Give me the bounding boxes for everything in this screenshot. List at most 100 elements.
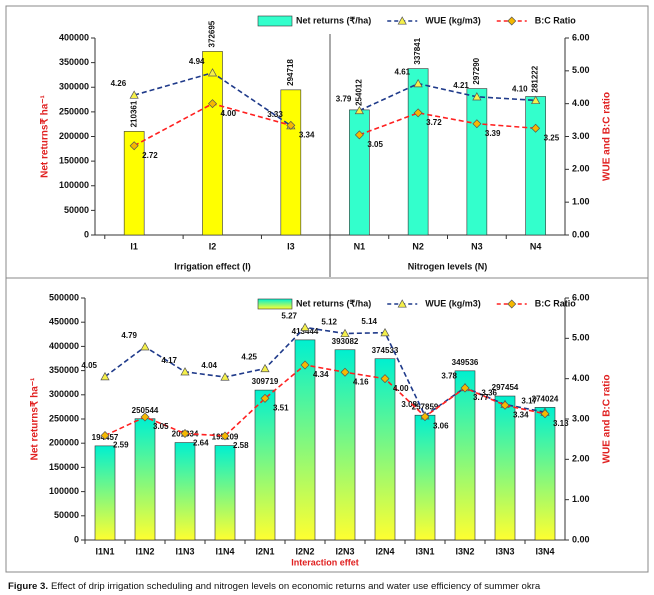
- bar: [294, 339, 316, 541]
- data-label: 3.72: [426, 118, 442, 127]
- data-label: 5.27: [281, 312, 297, 321]
- data-label: 4.00: [221, 109, 237, 118]
- y2-tick-label: 0.00: [572, 229, 590, 239]
- y-axis-title: Net returns₹ ha⁻¹: [40, 94, 51, 177]
- x-tick-label: I2N1: [255, 546, 274, 556]
- legend-label: B:C Ratio: [535, 15, 576, 25]
- bar-label: 413444: [292, 327, 319, 336]
- y2-axis-title: WUE and B:C ratio: [602, 92, 613, 181]
- bar: [466, 88, 488, 236]
- bar-label: 257859: [412, 402, 439, 411]
- triangle-marker: [413, 78, 423, 88]
- bar: [254, 389, 276, 541]
- x-tick-label: N1: [354, 241, 366, 251]
- triangle-marker: [260, 363, 270, 373]
- x-tick-label: I1N3: [175, 546, 194, 556]
- diamond-marker: [220, 431, 230, 441]
- x-tick-label: I1: [130, 241, 138, 251]
- data-label: 2.58: [233, 441, 249, 450]
- y-tick-label: 400000: [49, 341, 79, 351]
- diamond-marker: [500, 400, 510, 410]
- diamond-marker: [260, 393, 270, 403]
- y-tick-label: 150000: [49, 462, 79, 472]
- data-label: 4.16: [353, 377, 369, 386]
- x-tick-label: I3N3: [495, 546, 514, 556]
- bar-label: 393082: [332, 337, 359, 346]
- bar-label: 297290: [472, 57, 481, 84]
- data-label: 4.61: [395, 68, 411, 77]
- bar-label: 297454: [492, 383, 519, 392]
- data-label: 5.14: [361, 317, 377, 326]
- y-axis-title: Net returns₹ ha⁻¹: [30, 377, 41, 460]
- x-tick-label: I3: [287, 241, 295, 251]
- y-tick-label: 350000: [49, 365, 79, 375]
- diamond-marker: [507, 16, 517, 26]
- bar-label: 210361: [129, 100, 138, 127]
- triangle-marker: [531, 95, 541, 104]
- x-tick-label: I1N1: [95, 546, 114, 556]
- y-tick-label: 300000: [49, 389, 79, 399]
- bar-label: 337841: [413, 37, 422, 64]
- figure-border: [5, 5, 649, 573]
- x-tick-label: I3N4: [535, 546, 554, 556]
- data-label: 4.10: [512, 84, 528, 93]
- diamond-marker: [340, 367, 350, 377]
- triangle-marker: [340, 328, 350, 338]
- y-tick-label: 50000: [64, 205, 89, 215]
- bar-label: 254012: [354, 79, 363, 106]
- bar: [202, 51, 223, 236]
- data-label: 3.39: [485, 129, 501, 138]
- data-label: 4.21: [453, 81, 469, 90]
- diamond-marker: [286, 120, 296, 130]
- y2-tick-label: 1.00: [572, 197, 590, 207]
- bar: [94, 445, 116, 541]
- data-label: 3.13: [553, 419, 569, 428]
- legend-label: Net returns (₹/ha): [296, 298, 371, 308]
- y2-tick-label: 0.00: [572, 534, 590, 544]
- line: [359, 112, 536, 136]
- y-tick-label: 200000: [59, 131, 89, 141]
- data-label: 2.72: [142, 151, 158, 160]
- y-tick-label: 500000: [49, 292, 79, 302]
- caption-text: Effect of drip irrigation scheduling and…: [51, 581, 541, 592]
- diamond-marker: [420, 412, 430, 422]
- y-tick-label: 350000: [59, 57, 89, 67]
- y-tick-label: 450000: [49, 317, 79, 327]
- legend-label: Net returns (₹/ha): [296, 15, 371, 25]
- data-label: 3.25: [544, 133, 560, 142]
- bar-label: 281222: [531, 65, 540, 92]
- triangle-marker: [354, 105, 364, 115]
- x-tick-label: I2N3: [335, 546, 354, 556]
- y-tick-label: 0: [84, 229, 89, 239]
- triangle-marker: [472, 92, 482, 101]
- data-label: 3.51: [273, 404, 289, 413]
- bar-label: 372695: [208, 20, 217, 47]
- data-label: 4.79: [121, 331, 137, 340]
- bar: [525, 96, 546, 236]
- y2-tick-label: 4.00: [572, 98, 590, 108]
- diamond-marker: [129, 141, 139, 151]
- data-label: 3.34: [513, 410, 529, 419]
- bar-label: 374533: [372, 346, 399, 355]
- y-tick-label: 250000: [49, 413, 79, 423]
- triangle-marker: [129, 90, 139, 99]
- bar: [214, 445, 236, 541]
- y2-tick-label: 5.00: [572, 65, 590, 75]
- bar: [174, 442, 196, 541]
- y2-tick-label: 1.00: [572, 494, 590, 504]
- x-tick-label: I1N2: [135, 546, 154, 556]
- line: [104, 364, 546, 437]
- bar: [494, 395, 516, 541]
- triangle-marker: [380, 327, 390, 337]
- y2-axis-title: WUE and B:C ratio: [602, 375, 613, 464]
- diamond-marker: [540, 409, 550, 419]
- bar-label: 294718: [286, 59, 295, 86]
- triangle-marker: [220, 372, 230, 381]
- bar: [334, 349, 356, 541]
- data-label: 3.33: [267, 110, 283, 119]
- diamond-marker: [140, 412, 150, 422]
- y2-tick-label: 5.00: [572, 333, 590, 343]
- triangle-marker: [180, 367, 190, 376]
- group-label: Irrigation effect (I): [174, 261, 251, 271]
